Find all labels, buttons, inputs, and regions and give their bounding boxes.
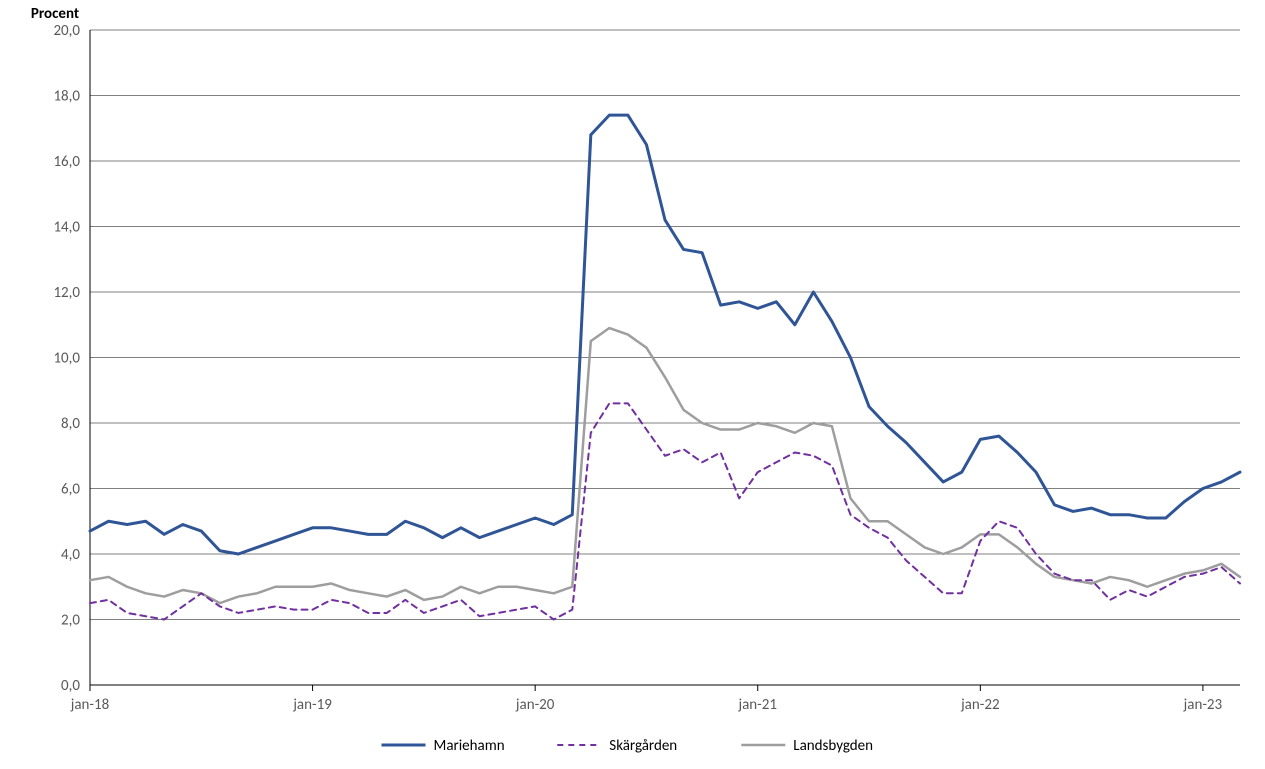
y-tick-label: 2,0 — [61, 612, 80, 630]
legend-label-landsbygden: Landsbygden — [793, 737, 873, 755]
y-tick-label: 4,0 — [61, 546, 80, 564]
y-tick-label: 0,0 — [61, 677, 80, 695]
x-tick-label: jan-22 — [960, 696, 999, 714]
x-tick-label: jan-20 — [515, 696, 555, 714]
y-tick-label: 12,0 — [53, 284, 80, 302]
line-chart: 0,0 2,0 4,0 6,0 8,0 10,0 12,0 14,0 16,0 18,0 20,0P… — [0, 0, 1265, 769]
y-tick-label: 10,0 — [53, 350, 80, 368]
y-tick-label: 6,0 — [61, 481, 80, 499]
chart-svg: 0,0 2,0 4,0 6,0 8,0 10,0 12,0 14,0 16,0 18,0 20,0P… — [0, 0, 1265, 769]
y-tick-label: 20,0 — [53, 22, 80, 40]
y-tick-label: 14,0 — [53, 219, 80, 237]
y-tick-label: 8,0 — [61, 415, 80, 433]
legend-label-mariehamn: Mariehamn — [434, 737, 505, 755]
y-tick-label: 18,0 — [53, 88, 80, 106]
x-tick-label: jan-19 — [292, 696, 332, 714]
x-tick-label: jan-23 — [1183, 696, 1223, 714]
x-tick-label: jan-21 — [738, 696, 777, 714]
legend-label-skargarden: Skärgården — [609, 737, 677, 755]
y-tick-label: 16,0 — [53, 153, 80, 171]
x-tick-label: jan-18 — [70, 696, 109, 714]
y-axis-title: Procent — [31, 5, 79, 23]
